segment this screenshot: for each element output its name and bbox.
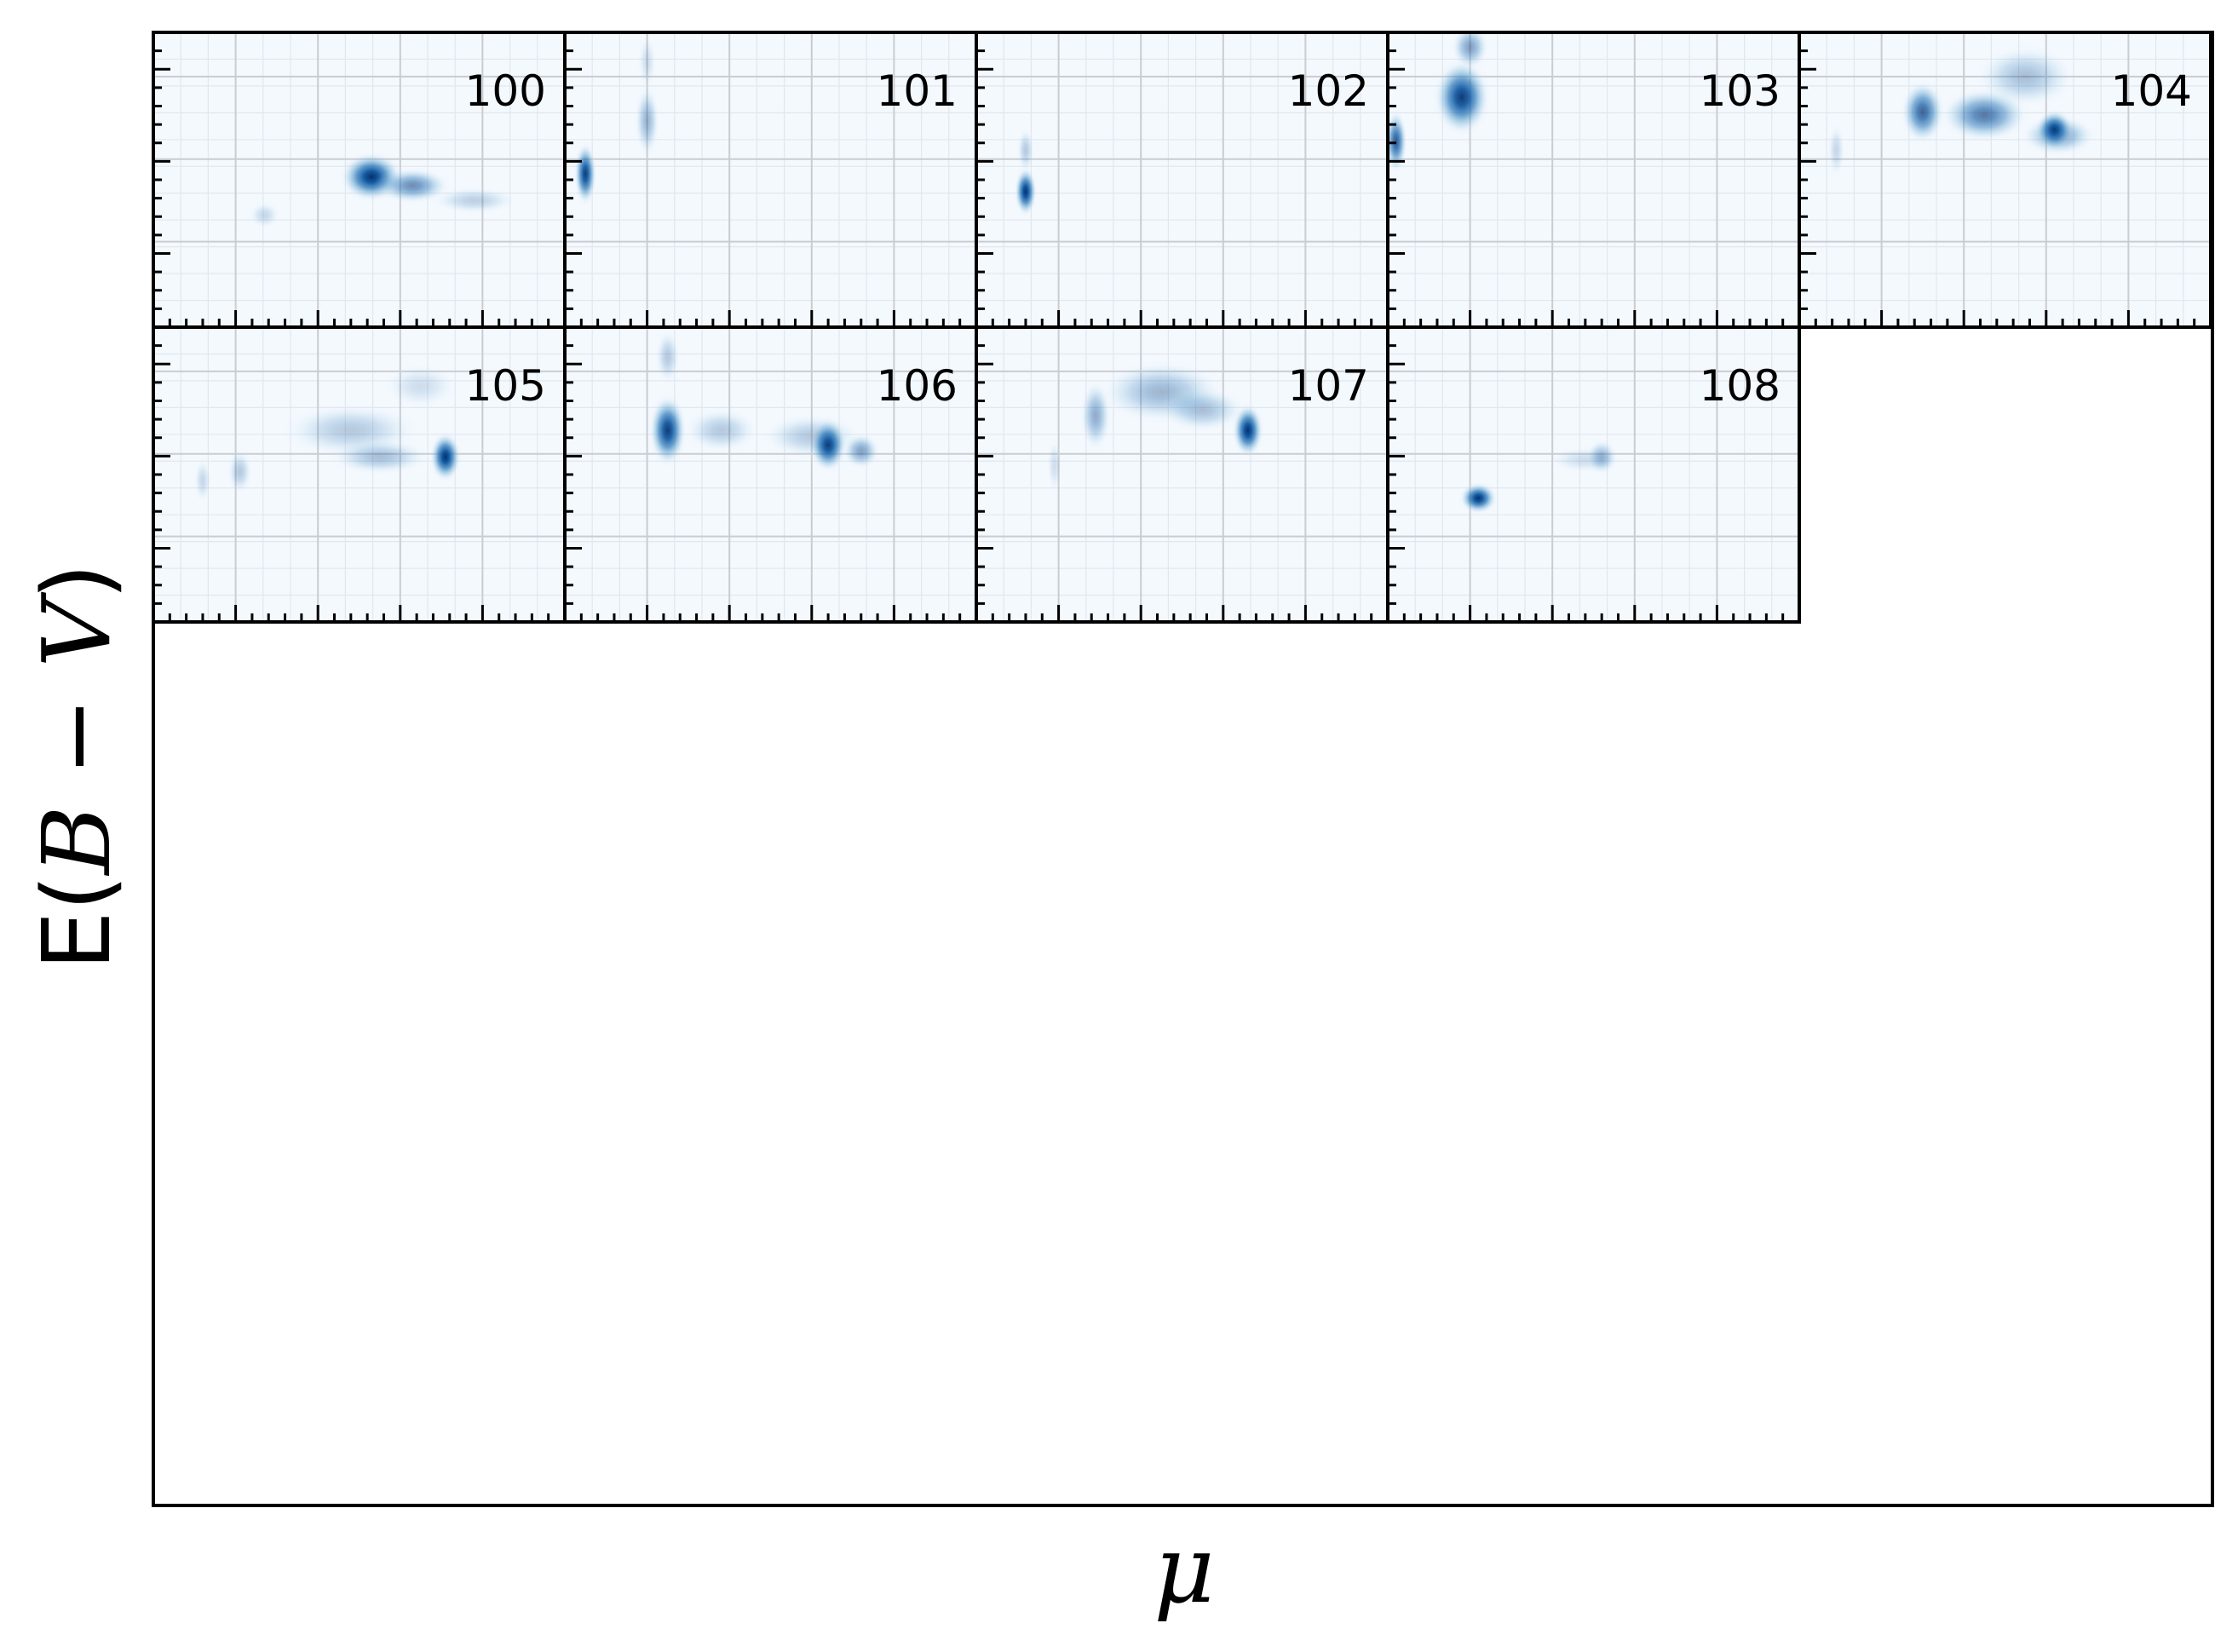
- density-blob: [841, 432, 881, 470]
- panel-label: 108: [1700, 361, 1781, 411]
- panel-label: 101: [877, 66, 958, 116]
- density-blob: [226, 447, 253, 496]
- density-blob: [634, 83, 661, 159]
- panel-label: 105: [465, 361, 546, 411]
- density-blob: [573, 141, 598, 207]
- panel-label: 106: [877, 361, 958, 411]
- density-blob: [1046, 437, 1063, 494]
- panel-100: 100: [152, 31, 567, 329]
- y-axis-title: E(B − V): [22, 563, 131, 970]
- panel-background: [565, 32, 976, 327]
- density-blob: [1432, 57, 1492, 138]
- density-blob: [808, 417, 849, 474]
- density-blob: [1231, 401, 1265, 459]
- panel-106: 106: [563, 325, 978, 624]
- panel-107: 107: [975, 325, 1389, 624]
- density-blob: [248, 200, 281, 230]
- density-blob: [654, 328, 682, 385]
- x-axis-title: μ: [1154, 1515, 1215, 1624]
- density-blob: [1458, 481, 1499, 515]
- density-blob: [1450, 32, 1490, 71]
- density-blob: [429, 430, 463, 483]
- panel-102: 102: [975, 31, 1389, 329]
- outer-axes-frame: [152, 31, 2214, 1507]
- panel-grid: 100 101 102 103 104 105 106 107 108: [152, 31, 2212, 624]
- panel-105: 105: [152, 325, 567, 624]
- panel-108: 108: [1386, 325, 1801, 624]
- density-blob: [1827, 122, 1846, 179]
- panel-label: 103: [1700, 66, 1781, 116]
- panel-101: 101: [563, 31, 978, 329]
- panel-104: 104: [1798, 31, 2212, 329]
- density-blob: [1014, 165, 1038, 218]
- panel-frame: [1386, 325, 1801, 624]
- density-blob: [193, 457, 212, 504]
- density-blob: [647, 392, 688, 469]
- density-blob: [326, 438, 433, 476]
- density-blob: [682, 406, 761, 454]
- panel-label: 100: [465, 66, 546, 116]
- density-blob: [1899, 78, 1946, 146]
- panel-background: [565, 327, 976, 622]
- density-blob: [428, 186, 521, 215]
- panel-background: [976, 32, 1388, 327]
- panel-label: 104: [2111, 66, 2192, 116]
- density-blob: [1585, 438, 1619, 476]
- density-blob: [1156, 386, 1249, 434]
- density-blob: [637, 33, 658, 90]
- density-blob: [381, 362, 461, 410]
- panel-label: 107: [1288, 361, 1369, 411]
- panel-background: [153, 327, 565, 622]
- panel-background: [1388, 327, 1799, 622]
- density-blob: [2034, 108, 2074, 152]
- density-blob: [1016, 126, 1035, 175]
- panel-label: 102: [1288, 66, 1369, 116]
- panel-103: 103: [1386, 31, 1801, 329]
- density-blob: [1972, 43, 2079, 110]
